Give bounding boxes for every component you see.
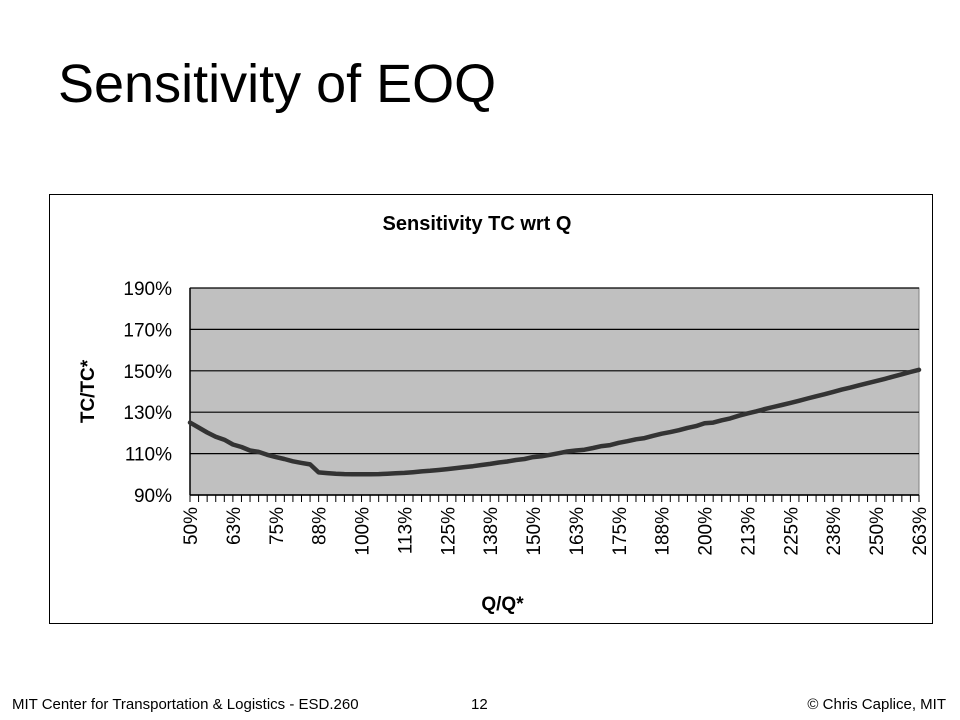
y-axis-tick-labels: 90% 110% 130% 150% 170% 190%: [123, 279, 172, 507]
x-tick-label: 75%: [267, 507, 288, 545]
y-tick-label: 150%: [123, 362, 172, 383]
plot-area: [189, 287, 920, 496]
footer-organization: MIT Center for Transportation & Logistic…: [12, 696, 359, 713]
x-tick-label: 238%: [824, 507, 845, 556]
series-line-tc-ratio: [187, 367, 922, 477]
x-tick-label: 163%: [567, 507, 588, 556]
x-tick-label: 125%: [438, 507, 459, 556]
x-tick-label: 188%: [653, 507, 674, 556]
x-tick-label: 225%: [781, 507, 802, 556]
x-tick-label: 250%: [867, 507, 888, 556]
x-axis-minor-ticks: [189, 495, 920, 502]
chart-title: Sensitivity TC wrt Q: [383, 213, 572, 235]
x-tick-label: 213%: [738, 507, 759, 556]
x-tick-label: 100%: [353, 507, 374, 556]
x-axis-label: Q/Q*: [481, 594, 524, 615]
footer-page-number: 12: [471, 696, 488, 713]
slide-title: Sensitivity of EOQ: [58, 54, 497, 114]
x-tick-label: 50%: [181, 507, 202, 545]
x-axis-tick-labels: 50% 63% 75% 88% 100% 113% 125% 138% 150% 163% 175%…: [181, 507, 931, 556]
x-tick-label: 150%: [524, 507, 545, 556]
x-tick-label: 88%: [310, 507, 331, 545]
x-tick-label: 113%: [395, 507, 416, 554]
y-tick-label: 190%: [123, 279, 172, 300]
line-chart: Sensitivity TC wrt Q 90% 110% 130% 150% 170%…: [78, 213, 931, 615]
x-tick-label: 263%: [910, 507, 931, 556]
x-tick-label: 63%: [224, 507, 245, 545]
y-tick-label: 130%: [123, 403, 172, 424]
y-tick-label: 170%: [123, 320, 172, 341]
y-tick-label: 90%: [134, 486, 172, 507]
x-tick-label: 175%: [610, 507, 631, 556]
footer-copyright: © Chris Caplice, MIT: [807, 696, 946, 713]
y-axis-label: TC/TC*: [78, 359, 99, 423]
chart-container: Sensitivity TC wrt Q 90% 110% 130% 150% 170%…: [49, 194, 933, 624]
x-tick-label: 138%: [481, 507, 502, 556]
y-tick-label: 110%: [125, 445, 172, 466]
x-tick-label: 200%: [696, 507, 717, 556]
